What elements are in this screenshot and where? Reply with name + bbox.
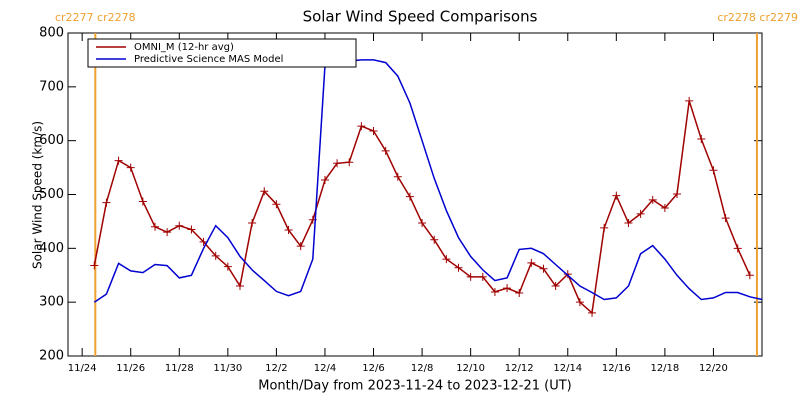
point-marker (284, 226, 293, 235)
point-marker (102, 198, 111, 207)
point-marker (381, 146, 390, 155)
point-marker (624, 219, 633, 228)
point-marker (442, 255, 451, 264)
point-marker (697, 135, 706, 144)
point-marker (575, 298, 584, 307)
point-marker (393, 172, 402, 181)
x-tick-label: 12/12 (505, 363, 534, 374)
x-tick-label: 11/26 (116, 363, 145, 374)
point-marker (187, 225, 196, 234)
series-line (93, 59, 763, 303)
point-marker (709, 166, 718, 175)
x-tick-label: 12/10 (456, 363, 485, 374)
chart-title: Solar Wind Speed Comparisons (303, 8, 538, 26)
x-tick-label: 12/2 (265, 363, 287, 374)
x-tick-label: 11/28 (165, 363, 194, 374)
point-marker (272, 200, 281, 209)
point-marker (503, 284, 512, 293)
x-tick-label: 12/6 (362, 363, 384, 374)
legend-box (87, 38, 357, 68)
point-marker (600, 223, 609, 232)
point-marker (405, 192, 414, 201)
point-marker (478, 272, 487, 281)
point-marker (260, 187, 269, 196)
point-marker (163, 228, 172, 237)
point-marker (588, 308, 597, 317)
point-marker (418, 219, 427, 228)
point-marker (673, 189, 682, 198)
point-marker (90, 261, 99, 270)
point-marker (490, 287, 499, 296)
y-axis-title: Solar Wind Speed (km/s) (31, 121, 45, 269)
x-tick-label: 12/8 (411, 363, 433, 374)
x-axis-title: Month/Day from 2023-11-24 to 2023-12-21 … (258, 379, 571, 394)
point-marker (466, 272, 475, 281)
y-tick-label: 800 (39, 26, 64, 41)
point-marker (345, 158, 354, 167)
point-marker (648, 195, 657, 204)
legend-label: OMNI_M (12-hr avg) (134, 42, 234, 53)
point-marker (223, 262, 232, 271)
y-tick-label: 700 (39, 79, 64, 94)
point-marker (685, 96, 694, 105)
point-marker (551, 282, 560, 291)
point-marker (721, 214, 730, 223)
annotation-label: cr2278 cr2279 (717, 11, 798, 24)
point-marker (430, 235, 439, 244)
point-marker (211, 251, 220, 260)
point-marker (333, 159, 342, 168)
point-marker (454, 263, 463, 272)
x-tick-label: 12/4 (314, 363, 336, 374)
x-tick-label: 11/30 (213, 363, 242, 374)
point-marker (660, 203, 669, 212)
plot-frame (67, 32, 763, 357)
y-tick-label: 500 (39, 187, 64, 202)
point-marker (320, 175, 329, 184)
point-marker (138, 197, 147, 206)
point-marker (527, 258, 536, 267)
point-marker (369, 126, 378, 135)
point-marker (636, 209, 645, 218)
point-marker (515, 289, 524, 298)
x-tick-label: 12/14 (553, 363, 582, 374)
x-tick-label: 12/16 (602, 363, 631, 374)
point-marker (612, 191, 621, 200)
point-marker (563, 270, 572, 279)
point-marker (114, 156, 123, 165)
point-marker (126, 163, 135, 172)
point-marker (175, 221, 184, 230)
point-marker (357, 122, 366, 131)
point-marker (296, 242, 305, 251)
point-marker (539, 264, 548, 273)
point-marker (733, 244, 742, 253)
y-tick-label: 300 (39, 295, 64, 310)
x-tick-label: 12/18 (650, 363, 679, 374)
x-tick-label: 12/20 (699, 363, 728, 374)
y-tick-label: 200 (39, 349, 64, 364)
point-marker (235, 282, 244, 291)
point-marker (745, 271, 754, 280)
point-marker (151, 222, 160, 231)
x-tick-label: 11/24 (68, 363, 97, 374)
point-marker (248, 219, 257, 228)
y-tick-label: 600 (39, 133, 64, 148)
y-tick-label: 400 (39, 241, 64, 256)
legend-label: Predictive Science MAS Model (134, 54, 283, 65)
annotation-label: cr2277 cr2278 (55, 11, 136, 24)
